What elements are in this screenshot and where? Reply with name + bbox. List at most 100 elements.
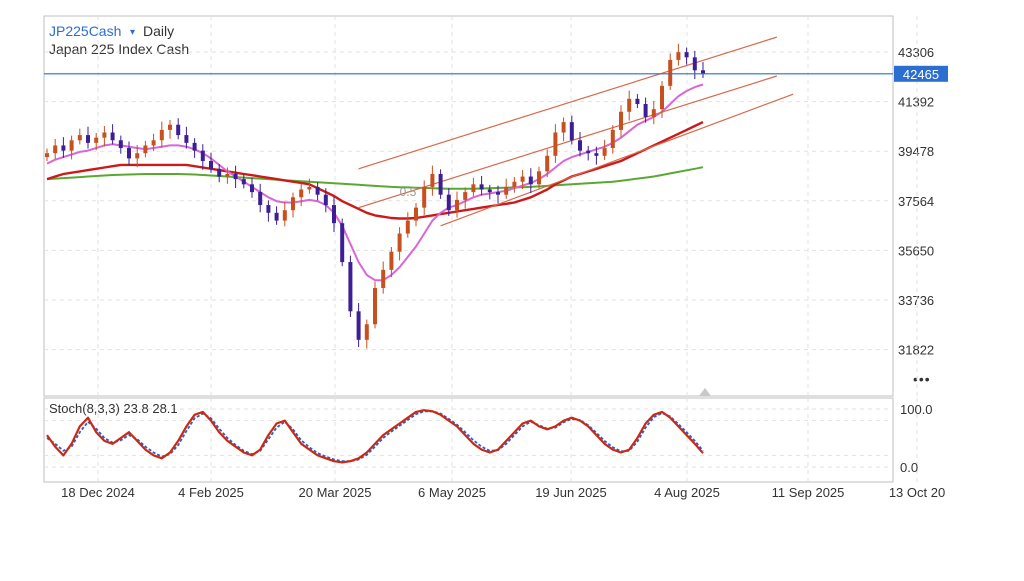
candle-body	[94, 137, 99, 143]
candle-body	[110, 132, 115, 141]
candle-body	[512, 181, 517, 187]
candle-body	[159, 129, 164, 141]
candle-body	[471, 184, 476, 193]
candle-body	[69, 140, 74, 151]
candle-body	[135, 153, 140, 159]
channel-level-label: 0.5	[400, 185, 417, 199]
channel-upper-line	[358, 36, 777, 170]
candle-body	[651, 109, 656, 117]
candle-body	[332, 205, 336, 224]
candle-body	[455, 199, 459, 211]
candle-body	[86, 135, 90, 143]
ma-mid-line	[46, 121, 704, 220]
candle-body	[569, 122, 574, 141]
candle-body	[291, 197, 295, 211]
ma-long-line	[46, 166, 704, 190]
candle-body	[250, 184, 254, 193]
candle-body	[430, 173, 435, 187]
x-tick-label: 20 Mar 2025	[299, 485, 372, 500]
candle-body	[241, 179, 246, 185]
candle-body	[668, 59, 673, 86]
x-tick-label: 19 Jun 2025	[535, 485, 607, 500]
y-tick-label: 43306	[898, 45, 934, 60]
timeframe-label[interactable]: Daily	[143, 23, 174, 39]
more-options-icon[interactable]: •••	[913, 371, 931, 387]
candle-body	[684, 52, 689, 58]
candle-body	[545, 155, 550, 172]
symbol-dropdown-icon[interactable]: ▾	[130, 27, 135, 38]
stoch-k-line	[46, 409, 704, 464]
last-price-label: 42465	[903, 67, 939, 82]
candle-body	[258, 192, 263, 206]
candle-body	[373, 287, 377, 325]
candle-body	[479, 184, 484, 190]
candle-body	[660, 85, 664, 110]
candle-body	[217, 168, 222, 177]
candle-body	[619, 111, 623, 130]
stoch-pane-frame	[43, 397, 894, 483]
instrument-name: Japan 225 Index Cash	[49, 41, 189, 57]
candle-body	[610, 129, 615, 149]
scroll-to-latest-icon	[699, 388, 711, 396]
candle-body	[635, 98, 640, 104]
candle-body	[53, 145, 58, 154]
candle-body	[397, 233, 402, 252]
candle-body	[266, 205, 271, 213]
x-tick-label: 4 Feb 2025	[178, 485, 244, 500]
candle-body	[282, 210, 287, 221]
candle-body	[463, 192, 468, 200]
y-tick-label: 33736	[898, 293, 934, 308]
candle-body	[389, 251, 394, 270]
symbol-label[interactable]: JP225Cash	[49, 23, 121, 39]
candle-body	[553, 132, 558, 156]
candle-body	[405, 220, 410, 234]
stoch-tick-label: 0.0	[900, 460, 918, 475]
x-tick-label: 13 Oct 20	[889, 485, 945, 500]
candle-body	[414, 207, 418, 221]
header: JP225Cash ▾ Daily Japan 225 Index Cash	[49, 23, 189, 57]
candle-body	[701, 70, 705, 74]
candle-body	[102, 132, 107, 138]
channel-mid-line	[358, 75, 777, 209]
price-pane-frame	[43, 15, 894, 397]
candle-body	[586, 150, 591, 154]
y-tick-label: 31822	[898, 343, 934, 358]
candle-body	[422, 186, 427, 208]
candle-body	[233, 173, 238, 180]
candle-body	[520, 176, 525, 182]
x-tick-label: 4 Aug 2025	[654, 485, 720, 500]
x-axis: 18 Dec 2024 4 Feb 2025 20 Mar 2025 6 May 20…	[61, 16, 945, 500]
candle-body	[340, 223, 345, 263]
x-tick-label: 11 Sep 2025	[772, 485, 845, 500]
y-tick-label: 41392	[898, 95, 934, 110]
candle-body	[209, 160, 213, 169]
candle-body	[118, 140, 123, 149]
candle-body	[61, 145, 66, 151]
candle-body	[77, 135, 82, 141]
y-tick-label: 37564	[898, 194, 934, 209]
candle-body	[176, 124, 181, 136]
channel-lower-line	[440, 93, 794, 227]
stoch-d-line	[46, 410, 704, 463]
candle-body	[438, 173, 443, 195]
candle-body	[168, 124, 172, 130]
stoch-tick-label: 100.0	[900, 402, 933, 417]
ma-short-line	[46, 83, 704, 282]
candle-body	[627, 98, 632, 112]
candle-body	[643, 103, 648, 117]
y-axis: 43306 41392 39478 37564 35650 33736 31822	[44, 45, 934, 358]
candle-body	[578, 140, 582, 151]
candle-body	[315, 186, 320, 195]
candle-body	[602, 148, 607, 156]
candle-body	[561, 122, 566, 133]
candle-body	[225, 173, 230, 177]
candle-body	[192, 142, 197, 151]
candle-body	[364, 324, 369, 340]
candle-body	[348, 262, 353, 312]
candle-body	[487, 189, 492, 193]
y-tick-label: 35650	[898, 243, 934, 258]
x-tick-label: 6 May 2025	[418, 485, 486, 500]
candle-body	[274, 212, 279, 221]
